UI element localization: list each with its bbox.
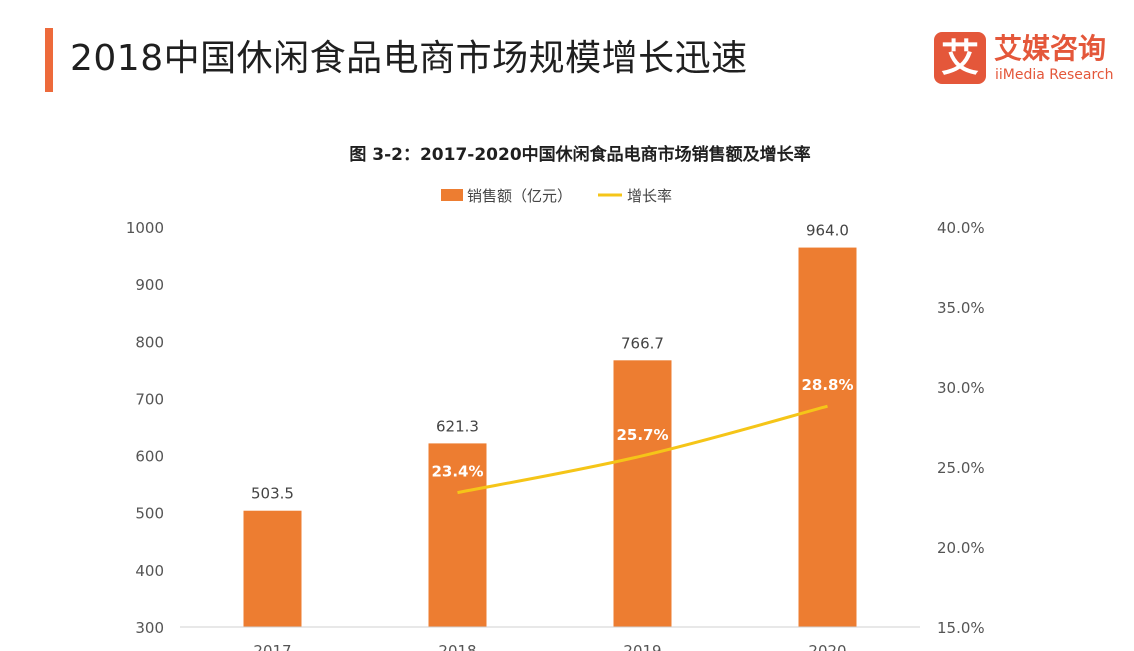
y-tick-label: 500: [135, 505, 164, 523]
title-accent-bar: [45, 28, 53, 92]
y2-tick-label: 40.0%: [937, 219, 985, 237]
y2-tick-label: 20.0%: [937, 539, 985, 557]
brand-logo: 艾 艾媒咨询 iiMedia Research: [934, 32, 1124, 86]
y2-tick-label: 35.0%: [937, 299, 985, 317]
legend-line-label: 增长率: [627, 187, 672, 205]
chart-title: 图 3-2：2017-2020中国休闲食品电商市场销售额及增长率: [349, 144, 810, 165]
y2-tick-label: 25.0%: [937, 459, 985, 477]
bar-value-label: 766.7: [621, 334, 664, 352]
logo-en-text: iiMedia Research: [995, 67, 1114, 83]
logo-mark-icon: 艾: [934, 32, 986, 84]
bar-2019: [613, 360, 672, 627]
y2-tick-label: 30.0%: [937, 379, 985, 397]
y-tick-label: 400: [135, 562, 164, 580]
growth-rate-label: 25.7%: [616, 426, 668, 444]
bar-2020: [798, 247, 857, 628]
bar-value-label: 621.3: [436, 417, 479, 435]
growth-rate-label: 28.8%: [801, 376, 853, 394]
x-tick-label: 2019: [623, 642, 661, 651]
bar-value-label: 503.5: [251, 485, 294, 503]
page-title: 2018中国休闲食品电商市场规模增长迅速: [70, 38, 748, 79]
y-tick-label: 300: [135, 619, 164, 637]
bar-2018: [428, 443, 487, 627]
legend-bar-swatch: [441, 189, 463, 201]
x-tick-label: 2018: [438, 642, 476, 651]
y-tick-label: 800: [135, 333, 164, 351]
y2-tick-label: 15.0%: [937, 619, 985, 637]
y-tick-label: 900: [135, 276, 164, 294]
logo-cn-text: 艾媒咨询: [994, 32, 1107, 65]
chart-legend: 销售额（亿元） 增长率: [441, 187, 672, 205]
growth-rate-label: 23.4%: [431, 463, 483, 481]
bar-2017: [243, 510, 302, 627]
bar-value-label: 964.0: [806, 222, 849, 240]
x-tick-label: 2017: [253, 642, 291, 651]
legend-bar-label: 销售额（亿元）: [467, 187, 572, 205]
growth-rate-line: [457, 404, 828, 495]
x-tick-label: 2020: [808, 642, 846, 651]
y-tick-label: 700: [135, 390, 164, 408]
y-tick-label: 1000: [126, 219, 164, 237]
y-tick-label: 600: [135, 448, 164, 466]
